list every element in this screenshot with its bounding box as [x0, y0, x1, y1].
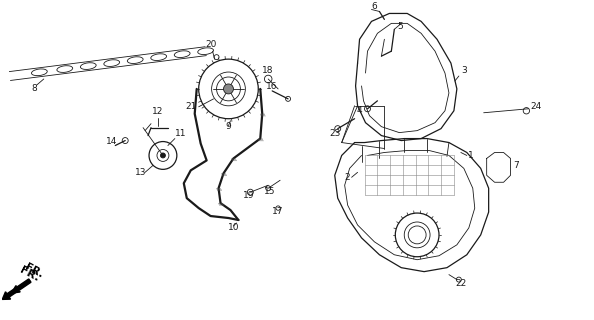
Text: 17: 17	[273, 207, 284, 216]
Text: 6: 6	[372, 3, 377, 12]
Text: 10: 10	[228, 223, 239, 232]
Text: 22: 22	[455, 278, 466, 288]
Text: 11: 11	[175, 129, 187, 138]
Text: 5: 5	[397, 22, 403, 31]
Circle shape	[223, 84, 233, 94]
Text: 1: 1	[468, 151, 473, 160]
Circle shape	[160, 153, 165, 158]
Text: 8: 8	[31, 84, 37, 93]
Text: FR.: FR.	[18, 265, 41, 284]
Text: 15: 15	[264, 187, 276, 196]
Text: 18: 18	[263, 66, 274, 75]
Text: 3: 3	[461, 66, 467, 75]
Text: 2: 2	[345, 173, 350, 182]
Text: 4: 4	[357, 106, 362, 115]
Text: 20: 20	[205, 40, 216, 49]
Text: 24: 24	[530, 102, 542, 111]
FancyArrow shape	[2, 279, 31, 300]
Text: 13: 13	[135, 168, 147, 177]
Text: 7: 7	[513, 161, 519, 170]
Text: 14: 14	[106, 137, 117, 146]
Text: 16: 16	[267, 82, 278, 91]
Text: 23: 23	[329, 129, 340, 138]
Text: 9: 9	[226, 122, 231, 131]
Text: FR.: FR.	[23, 262, 45, 280]
Text: 21: 21	[185, 102, 197, 111]
Text: 19: 19	[242, 191, 254, 200]
Text: 12: 12	[152, 107, 164, 116]
